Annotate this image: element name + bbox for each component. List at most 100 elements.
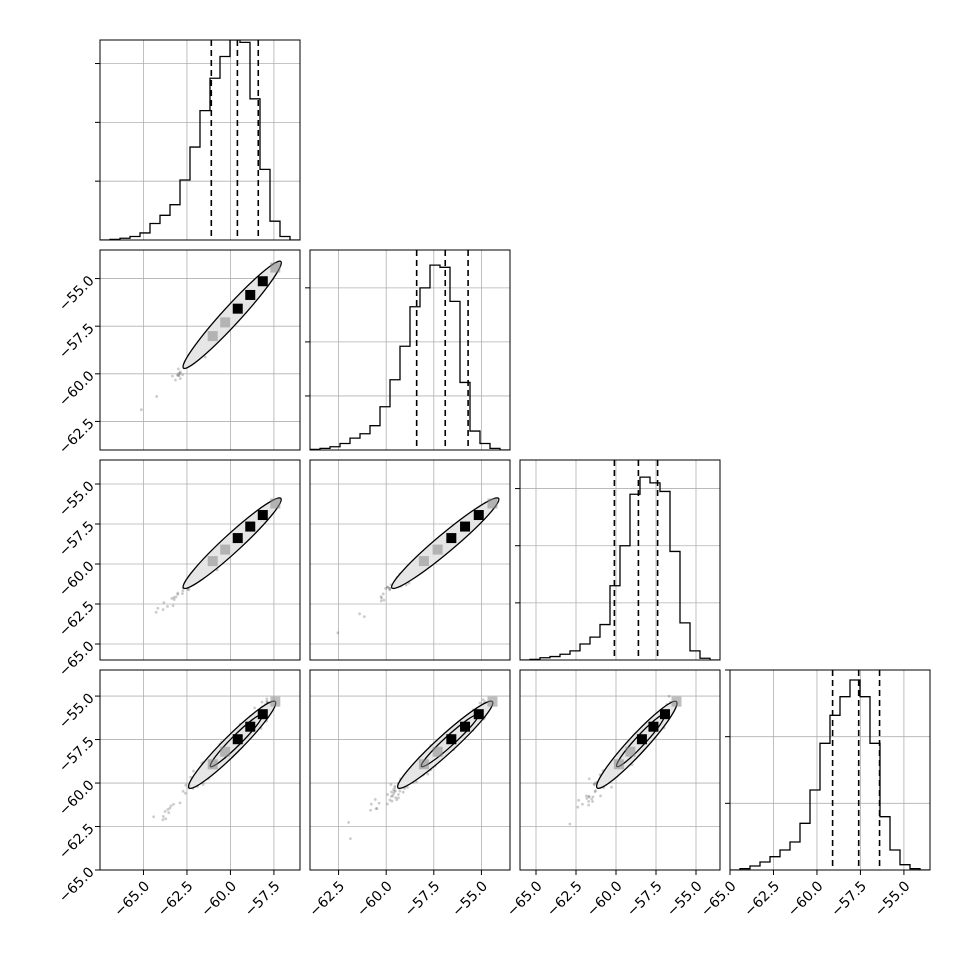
histogram-step	[730, 679, 930, 870]
sample-point	[166, 605, 169, 608]
sample-point	[388, 586, 392, 590]
sample-point	[386, 802, 389, 806]
x-tick-label: −65.0	[698, 878, 740, 920]
sample-point	[394, 789, 397, 793]
sample-point	[382, 598, 386, 602]
sample-point	[363, 615, 366, 619]
sample-point	[177, 374, 180, 377]
panel-content	[100, 460, 300, 660]
sample-point	[369, 802, 373, 806]
x-tick-label: −55.0	[664, 878, 706, 920]
y-tick-label: −65.0	[56, 638, 98, 680]
sample-point	[587, 800, 591, 803]
panel-content	[310, 250, 510, 450]
hist2d-cell	[487, 498, 498, 509]
sample-point	[265, 699, 269, 703]
panel-frame	[99, 249, 301, 451]
sample-point	[187, 588, 191, 592]
sample-point	[176, 591, 180, 595]
sample-point	[386, 585, 390, 589]
hist2d-cell	[220, 544, 231, 555]
hist2d-cell	[446, 734, 457, 745]
sample-point	[587, 777, 591, 781]
sample-point	[610, 785, 613, 789]
x-tick-label: −62.5	[155, 878, 197, 920]
sample-point	[577, 798, 580, 802]
y-tick-label: −57.5	[56, 518, 98, 560]
sample-point	[265, 697, 269, 701]
sample-point	[260, 700, 264, 704]
sample-point	[183, 791, 187, 795]
y-tick-label: −60.0	[56, 558, 98, 600]
sample-point	[181, 589, 185, 593]
sample-point	[585, 797, 589, 800]
sample-point	[384, 587, 388, 590]
y-tick-label: −55.0	[56, 690, 98, 732]
panel-content	[520, 460, 720, 660]
hist2d-cell	[232, 533, 243, 544]
sample-point	[178, 377, 182, 380]
sample-point	[171, 604, 175, 608]
sample-point	[166, 808, 170, 811]
panel-2-1	[309, 459, 511, 661]
sample-point	[587, 795, 591, 799]
panel-content	[100, 250, 300, 450]
sample-point	[181, 592, 184, 596]
panel-content	[310, 460, 510, 660]
sample-point	[167, 811, 171, 815]
sample-point	[163, 810, 167, 813]
sample-point	[667, 694, 671, 698]
hist2d-cell	[257, 276, 268, 287]
panel-1-0: −62.5 −60.0 −57.5 −55.0	[56, 249, 301, 457]
sample-point	[152, 815, 156, 819]
histogram-step	[100, 40, 300, 240]
sample-point	[170, 597, 174, 600]
x-tick-label: −57.5	[402, 878, 444, 920]
x-tick-label: −60.0	[198, 878, 240, 920]
sample-point	[168, 806, 172, 810]
sample-point	[388, 588, 392, 592]
sample-point	[388, 587, 392, 590]
sample-point	[390, 799, 394, 803]
hist2d-cell	[432, 746, 443, 757]
hist2d-cell	[207, 556, 218, 567]
sample-point	[201, 783, 205, 786]
sample-point	[161, 818, 165, 822]
x-tick-label: −55.0	[449, 878, 491, 920]
sample-point	[162, 601, 166, 604]
hist2d-cell	[613, 759, 624, 770]
panel-content	[310, 670, 510, 870]
hist2d-cell	[245, 289, 256, 300]
sample-point	[155, 395, 159, 398]
panel-3-3: −65.0 −62.5 −60.0 −57.5 −55.0	[698, 669, 931, 920]
hist2d-cell	[207, 331, 218, 342]
sample-point	[175, 373, 179, 377]
sample-point	[587, 803, 591, 807]
x-tick-label: −57.5	[624, 878, 666, 920]
hist2d-cell	[232, 303, 243, 314]
sample-point	[401, 790, 405, 794]
sample-point	[169, 804, 173, 808]
y-tick-label: −60.0	[56, 777, 98, 819]
panel-content	[100, 40, 300, 240]
sample-point	[184, 783, 188, 787]
sample-point	[176, 593, 180, 596]
sample-point	[139, 408, 143, 412]
x-tick-label: −60.0	[584, 878, 626, 920]
panel-content	[100, 670, 300, 870]
sample-point	[203, 355, 207, 359]
sample-point	[426, 772, 430, 776]
sample-point	[386, 586, 390, 589]
hist2d-cell	[232, 734, 243, 745]
sample-point	[178, 801, 182, 805]
y-tick-label: −55.0	[56, 273, 98, 315]
panel-frame	[729, 669, 931, 871]
sample-point	[176, 367, 180, 371]
sample-point	[396, 793, 400, 796]
x-tick-label: −65.0	[504, 878, 546, 920]
y-tick-label: −57.5	[56, 321, 98, 363]
sample-point	[369, 808, 372, 812]
sample-point	[591, 795, 595, 799]
sample-point	[373, 798, 377, 801]
